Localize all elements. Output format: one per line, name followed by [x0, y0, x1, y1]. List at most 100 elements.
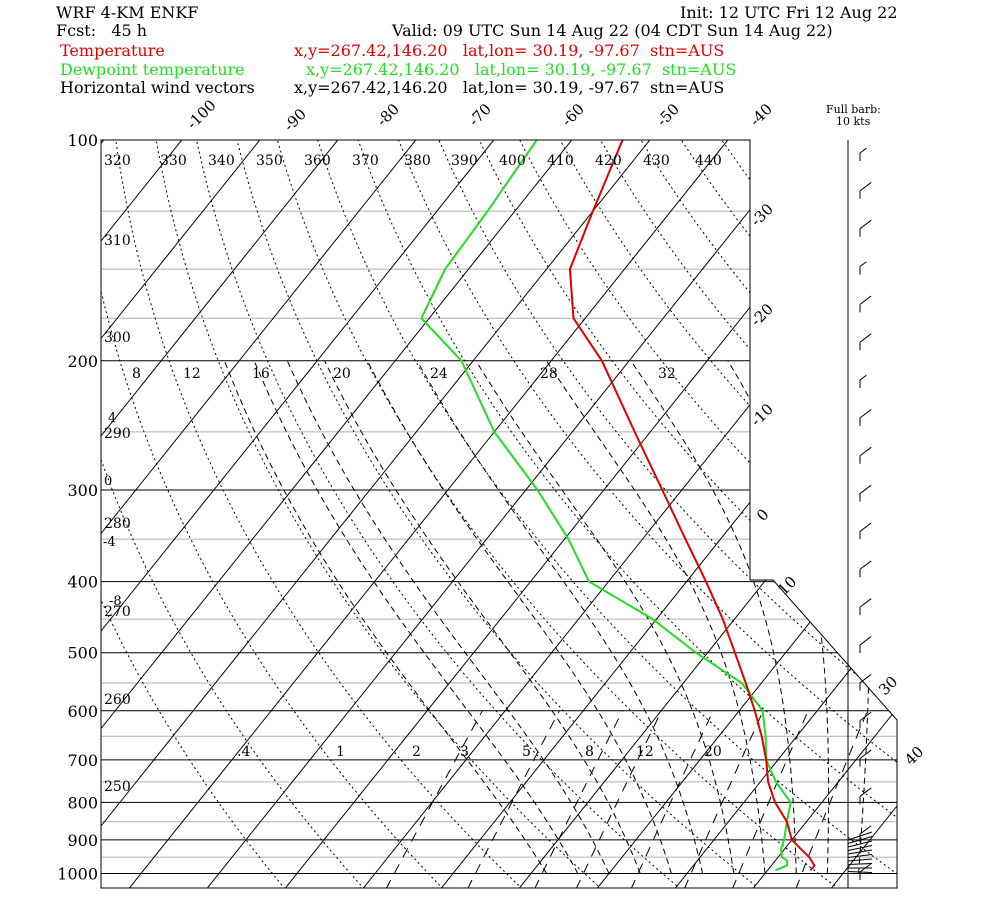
- isotherm-label: 30: [875, 673, 901, 699]
- valid-time: Valid: 09 UTC Sun 14 Aug 22 (04 CDT Sun …: [392, 21, 833, 40]
- dry-adiabat: [640, 140, 897, 888]
- moist-adiabat: [286, 360, 610, 874]
- isotherm-label: -50: [653, 100, 683, 130]
- theta-label: 390: [451, 153, 478, 169]
- wind-barb: [847, 854, 873, 858]
- wind-barb: [859, 295, 872, 305]
- legend-temperature-label: Temperature: [60, 41, 165, 60]
- theta-label: 250: [104, 779, 131, 795]
- moist-adiabat: [324, 360, 641, 874]
- dry-adiabat: [924, 140, 1000, 889]
- dry-adiabat: [398, 140, 897, 888]
- theta-e-label: 16: [252, 366, 270, 382]
- wind-barb: [859, 333, 872, 343]
- forecast-hour: Fcst: 45 h: [56, 21, 148, 40]
- pressure-tick-label: 1000: [57, 865, 98, 884]
- init-time: Init: 12 UTC Fri 12 Aug 22: [680, 3, 898, 22]
- dry-adiabat: [115, 140, 523, 888]
- theta-label: 380: [404, 153, 431, 169]
- isotherm-label: -70: [465, 100, 495, 130]
- moist-adiabat: [546, 360, 766, 874]
- barb-note-line2: 10 kts: [836, 115, 871, 128]
- mixing-ratio-label: 3: [460, 744, 469, 760]
- legend-wind-label: Horizontal wind vectors: [60, 78, 255, 97]
- pressure-tick-label: 200: [67, 352, 98, 371]
- isotherm-line: [101, 140, 210, 888]
- isotherm-line: [101, 140, 366, 888]
- isotherm-line: [101, 140, 288, 888]
- theta-e-label: 0: [104, 474, 112, 489]
- wind-barb: [847, 831, 873, 841]
- wind-barb: [859, 598, 872, 608]
- isotherm-line: [284, 140, 897, 888]
- theta-label: 400: [499, 153, 526, 169]
- isotherm-label: -30: [747, 200, 777, 230]
- dry-adiabat: [236, 140, 761, 888]
- chart-frame: [100, 139, 898, 889]
- theta-label: 280: [104, 516, 131, 532]
- dewpoint-trace: [420, 140, 792, 872]
- dry-adiabat: [101, 140, 365, 888]
- theta-e-label: 32: [658, 366, 676, 382]
- wind-barb: [859, 446, 872, 457]
- dry-adiabat: [317, 140, 897, 888]
- mixing-ratio-label: 12: [636, 744, 654, 760]
- isotherm-line: [101, 140, 678, 888]
- dry-adiabat: [600, 140, 897, 888]
- theta-e-label: 8: [132, 366, 141, 382]
- moist-adiabat: [224, 360, 548, 874]
- dry-adiabat: [478, 140, 897, 888]
- mixing-ratio-line: [630, 710, 714, 888]
- theta-e-label: -4: [103, 535, 116, 550]
- mixing-ratio-line: [795, 710, 868, 888]
- isotherm-label: -60: [558, 100, 588, 130]
- wind-barb: [847, 836, 873, 844]
- wind-barb: [859, 147, 867, 154]
- theta-label: 340: [208, 153, 235, 169]
- mixing-ratio-label: 5: [522, 744, 531, 760]
- wind-barb: [859, 484, 872, 494]
- wind-barb: [859, 219, 872, 230]
- isotherm-label: -80: [373, 100, 403, 130]
- temperature-trace: [568, 140, 816, 871]
- legend-temperature-info: x,y=267.42,146.20 lat,lon= 30.19, -97.67…: [294, 41, 725, 60]
- mixing-ratio-label: .4: [237, 744, 250, 760]
- isotherm-label: 0: [753, 505, 772, 524]
- isotherm-line: [101, 140, 444, 888]
- isotherm-line: [440, 140, 897, 888]
- mixing-ratio-line: [467, 710, 560, 888]
- theta-label: 420: [595, 153, 622, 169]
- wind-barb: [847, 858, 873, 862]
- theta-label: 320: [104, 153, 131, 169]
- isotherm-line: [101, 140, 600, 888]
- mixing-ratio-line: [385, 710, 483, 888]
- theta-label: 360: [304, 153, 331, 169]
- isotherm-label: -20: [747, 300, 777, 330]
- theta-e-label: -8: [109, 594, 122, 609]
- pressure-tick-label: 900: [67, 831, 98, 850]
- isotherm-line: [101, 140, 132, 888]
- dry-adiabat: [680, 140, 897, 888]
- isotherm-label: 40: [901, 743, 927, 769]
- legend-dewpoint-info: x,y=267.42,146.20 lat,lon= 30.19, -97.67…: [306, 60, 737, 79]
- moist-adiabat: [475, 360, 735, 874]
- pressure-tick-label: 500: [67, 644, 98, 663]
- wind-barb: [859, 711, 872, 722]
- isotherm-line: [362, 140, 897, 888]
- theta-e-label: 20: [333, 366, 351, 382]
- isotherm-label: -40: [746, 100, 776, 130]
- dry-adiabat: [559, 140, 897, 888]
- mixing-ratio-label: 2: [412, 744, 421, 760]
- isotherm-line: [206, 140, 834, 888]
- mixing-ratio-line: [683, 710, 764, 888]
- isotherm-line: [987, 106, 1000, 889]
- theta-e-label: 12: [183, 366, 201, 382]
- theta-e-label: 24: [430, 366, 448, 382]
- dry-adiabat: [842, 140, 897, 888]
- wind-barb: [859, 409, 872, 419]
- plot-area: [101, 106, 1000, 889]
- isotherm-line: [128, 140, 756, 888]
- moist-adiabat: [366, 360, 672, 874]
- isotherm-label: -100: [183, 96, 220, 133]
- moist-adiabat: [630, 360, 797, 874]
